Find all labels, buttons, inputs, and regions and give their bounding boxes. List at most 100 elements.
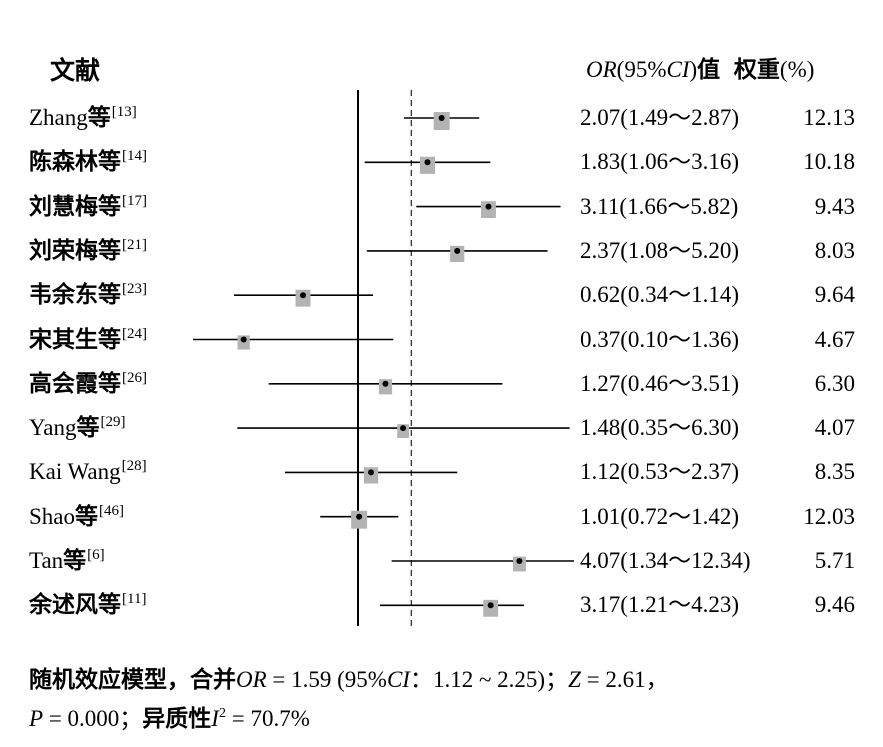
study-or-ci: 0.62(0.34～1.14)	[580, 283, 739, 306]
study-reference: [13]	[111, 104, 137, 120]
study-label: Tan等[6]	[29, 547, 105, 574]
study-or-ci: 1.01(0.72～1.42)	[580, 505, 739, 528]
study-or-value: 3.11	[580, 193, 620, 219]
study-name-cjk: 刘慧梅等	[29, 193, 121, 220]
study-name-cjk: 等	[87, 105, 111, 131]
study-or-ci: 0.37(0.10～1.36)	[580, 328, 739, 351]
study-reference: [11]	[122, 591, 147, 608]
summary-or-value: = 1.59 (95%	[266, 667, 387, 692]
study-or-value: 0.37	[580, 326, 621, 352]
study-or-value: 2.37	[580, 237, 621, 263]
point-estimate	[382, 380, 389, 387]
weight-box	[363, 467, 379, 484]
study-weight: 10.18	[803, 149, 855, 175]
study-or-value: 1.27	[580, 370, 621, 396]
study-weight: 12.03	[803, 503, 855, 529]
study-ci-value: (1.21～4.23)	[620, 592, 740, 618]
study-label: 宋其生等[24]	[29, 326, 147, 353]
summary-line-1: 随机效应模型，合并OR = 1.59 (95%CI：1.12 ~ 2.25)；Z…	[29, 668, 669, 692]
study-name: Zhang	[29, 105, 88, 130]
study-name-cjk: 韦余东等	[29, 282, 121, 309]
study-name: Kai Wang	[29, 459, 121, 485]
study-name: Shao	[29, 503, 75, 529]
study-or-value: 1.48	[580, 415, 621, 441]
summary-i-sup: 2	[218, 706, 226, 721]
study-or-value: 0.62	[580, 282, 621, 308]
study-or-ci: 4.07(1.34～12.34)	[580, 549, 751, 572]
study-or-value: 3.17	[580, 592, 621, 618]
study-weight: 6.30	[814, 370, 855, 396]
study-or-ci: 2.07(1.49～2.87)	[580, 106, 739, 129]
study-reference: [23]	[122, 281, 147, 298]
point-estimate	[454, 247, 461, 254]
weight-box	[483, 599, 499, 617]
study-or-ci: 1.12(0.53～2.37)	[580, 460, 739, 483]
study-ci-value: (0.72～1.42)	[620, 503, 740, 529]
weight-header: 权重	[733, 57, 780, 83]
study-label: 韦余东等[23]	[29, 281, 147, 309]
summary-ci-value: ：1.12 ~ 2.25)；	[409, 667, 569, 692]
study-label: Zhang等[13]	[29, 104, 137, 131]
study-name-cjk: 高会霞等	[29, 370, 121, 397]
study-or-value: 1.01	[580, 503, 621, 529]
point-estimate	[485, 203, 492, 210]
study-reference: [46]	[99, 502, 124, 519]
point-estimate	[487, 602, 494, 609]
study-name-cjk: 陈森林等	[29, 149, 121, 176]
or-header-ci: CI	[666, 57, 690, 82]
study-label: 刘慧梅等[17]	[29, 193, 147, 220]
weight-box	[450, 245, 465, 262]
study-ci-value: (1.06～3.16)	[620, 149, 740, 175]
or-header-value: 值	[697, 57, 721, 83]
study-ci-value: (1.34～12.34)	[620, 548, 751, 573]
point-estimate	[240, 336, 247, 343]
study-or-value: 1.83	[580, 149, 621, 175]
study-name-cjk: 等	[75, 503, 98, 530]
study-reference: [28]	[121, 458, 147, 475]
study-weight: 12.13	[803, 105, 855, 130]
study-column-header: 文献	[50, 56, 101, 85]
study-weight: 5.71	[814, 548, 855, 573]
summary-i-label: I	[211, 706, 219, 731]
study-weight: 9.64	[814, 282, 855, 308]
study-label: Shao等[46]	[29, 502, 124, 530]
study-label: 陈森林等[14]	[29, 148, 147, 176]
summary-line-2: P = 0.000；异质性I2 = 70.7%	[29, 707, 310, 731]
study-weight: 4.07	[814, 415, 855, 441]
point-estimate	[356, 513, 363, 520]
study-ci-value: (1.66～5.82)	[619, 193, 739, 219]
point-estimate	[368, 469, 375, 476]
study-reference: [14]	[122, 148, 147, 165]
study-label: 刘荣梅等[21]	[29, 237, 147, 263]
point-estimate	[516, 558, 523, 564]
study-or-value: 4.07	[580, 548, 621, 573]
study-label: Yang等[29]	[29, 414, 126, 442]
point-estimate	[300, 292, 307, 299]
point-estimate	[424, 159, 431, 166]
study-label: 高会霞等[26]	[29, 369, 147, 397]
study-or-ci: 1.48(0.35～6.30)	[580, 416, 739, 439]
study-name-cjk: 等	[63, 548, 87, 574]
study-name: Tan	[29, 548, 64, 573]
or-header-mid: (95%	[616, 57, 667, 82]
or-header-or: OR	[586, 57, 617, 82]
study-reference: [6]	[87, 547, 105, 563]
summary-p-label: P	[29, 706, 44, 731]
study-ci-value: (0.46～3.51)	[620, 370, 740, 396]
study-name-cjk: 宋其生等	[29, 326, 121, 353]
study-reference: [26]	[122, 369, 147, 386]
summary-z-label: Z	[568, 667, 581, 692]
study-label: Kai Wang[28]	[29, 458, 147, 485]
study-reference: [29]	[100, 414, 126, 431]
study-weight: 4.67	[814, 326, 855, 352]
summary-i-value: = 70.7%	[225, 706, 310, 731]
study-or-ci: 3.17(1.21～4.23)	[580, 593, 739, 616]
study-weight: 8.03	[814, 237, 855, 263]
study-name: Yang	[29, 415, 77, 441]
study-name-cjk: 等	[76, 415, 100, 442]
or-weight-column-header: OR(95%CI)值 权重(%)	[586, 58, 814, 82]
point-estimate	[438, 115, 445, 121]
study-or-value: 1.12	[580, 459, 621, 485]
or-header-end: )	[689, 57, 698, 82]
